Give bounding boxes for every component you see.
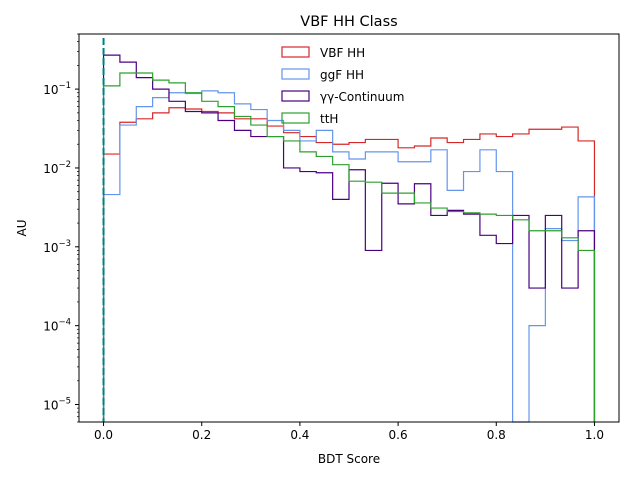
legend: VBF HH ggF HH γγ-Continuum ttH: [281, 46, 404, 126]
legend-swatch-3: [281, 112, 310, 124]
legend-swatch-2: [281, 90, 310, 102]
x-axis: 0.0 0.2 0.4 0.6 0.8 1.0: [94, 422, 604, 442]
legend-swatch-0: [281, 46, 310, 58]
legend-label-3: ttH: [320, 112, 338, 126]
series-layer: [102, 54, 596, 423]
x-tick-label: 0.2: [192, 428, 211, 442]
x-tick-label: 0.0: [94, 428, 113, 442]
legend-label-2: γγ-Continuum: [320, 90, 404, 104]
series-line-1: [102, 90, 596, 423]
y-tick-label: 10−4: [43, 318, 71, 334]
x-tick-label: 1.0: [585, 428, 604, 442]
plot-frame: [78, 33, 620, 423]
legend-label-0: VBF HH: [320, 46, 365, 60]
series-line-2: [102, 54, 596, 422]
x-axis-label: BDT Score: [318, 452, 380, 466]
legend-swatch-1: [281, 68, 310, 80]
y-tick-label: 10−1: [43, 81, 71, 97]
y-axis: 10−5 10−4 10−3 10−2 10−1: [43, 33, 79, 423]
y-tick-label: 10−2: [43, 160, 71, 176]
y-tick-label: 10−5: [43, 397, 71, 413]
y-axis-label: AU: [15, 220, 29, 237]
x-tick-label: 0.4: [290, 428, 309, 442]
series-line-3: [102, 72, 596, 422]
legend-label-1: ggF HH: [320, 68, 364, 82]
x-tick-label: 0.6: [389, 428, 408, 442]
x-tick-label: 0.8: [487, 428, 506, 442]
chart-title: VBF HH Class: [300, 14, 397, 30]
y-tick-label: 10−3: [43, 239, 71, 255]
series-line-0: [102, 107, 596, 422]
